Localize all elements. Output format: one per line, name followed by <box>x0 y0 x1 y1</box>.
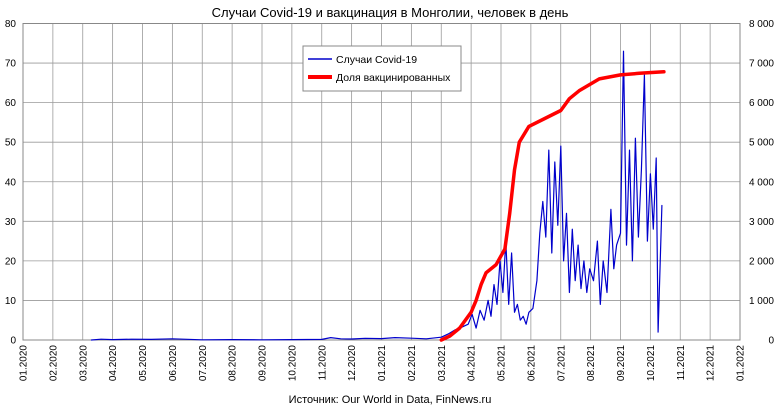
x-axis-tick-label: 06.2021 <box>526 345 537 382</box>
x-axis-tick-label: 05.2020 <box>138 345 149 382</box>
x-axis-tick-label: 04.2021 <box>467 345 478 382</box>
x-axis-tick-label: 03.2021 <box>437 345 448 382</box>
left-axis-tick-label: 30 <box>5 217 17 228</box>
right-axis-tick-label: 3 000 <box>749 217 774 228</box>
x-axis-tick-label: 11.2020 <box>317 345 328 381</box>
x-axis-tick-label: 01.2021 <box>377 345 388 382</box>
right-axis-tick-label: 8 000 <box>749 19 774 30</box>
right-axis-tick-label: 0 <box>768 336 774 347</box>
chart-title: Случаи Covid-19 и вакцинация в Монголии,… <box>212 5 569 20</box>
right-axis-tick-label: 2 000 <box>749 256 774 267</box>
x-axis-tick-label: 04.2020 <box>108 345 119 382</box>
x-axis-tick-label: 10.2021 <box>646 345 657 382</box>
x-axis-tick-label: 07.2020 <box>198 345 209 382</box>
x-axis-tick-label: 11.2021 <box>676 345 687 381</box>
left-axis-tick-label: 20 <box>5 256 17 267</box>
series-line-cases <box>90 50 663 341</box>
right-axis-tick-label: 4 000 <box>749 177 774 188</box>
x-axis-tick-label: 10.2020 <box>287 345 298 382</box>
left-axis-tick-label: 10 <box>5 296 17 307</box>
x-axis-tick-label: 12.2020 <box>347 345 358 382</box>
x-axis-tick-label: 06.2020 <box>168 345 179 382</box>
x-axis-tick-label: 02.2020 <box>48 345 59 382</box>
right-axis-tick-label: 6 000 <box>749 98 774 109</box>
x-axis-tick-label: 03.2020 <box>78 345 89 382</box>
x-axis-tick-label: 12.2021 <box>706 345 717 382</box>
left-axis-tick-label: 40 <box>5 177 17 188</box>
right-axis-tick-label: 1 000 <box>749 296 774 307</box>
left-axis-tick-label: 50 <box>5 138 17 149</box>
left-axis-tick-labels: 0 10 20 30 40 50 60 70 80 <box>5 19 17 347</box>
x-axis-tick-label: 01.2020 <box>19 345 30 382</box>
legend-box <box>302 45 462 92</box>
right-axis-tick-labels: 0 1 000 2 000 3 000 4 000 5 000 6 000 7 000 8 00… <box>749 19 774 347</box>
x-axis-tick-label: 08.2021 <box>586 345 597 382</box>
left-axis-tick-label: 70 <box>5 59 17 70</box>
legend: Случаи Covid-19 Доля вакцинированных <box>302 45 462 92</box>
x-axis-tick-label: 07.2021 <box>556 345 567 382</box>
x-axis-tick-label: 09.2021 <box>616 345 627 382</box>
x-axis-tick-label: 09.2020 <box>258 345 269 382</box>
left-axis-tick-label: 60 <box>5 98 17 109</box>
left-axis-tick-label: 80 <box>5 19 17 30</box>
series-line-vaccinated <box>439 70 666 342</box>
x-axis-tick-label: 08.2020 <box>228 345 239 382</box>
x-axis-tick-label: 01.2022 <box>736 345 747 382</box>
x-axis-tick-label: 05.2021 <box>497 345 508 382</box>
legend-label-vaccinated: Доля вакцинированных <box>336 72 451 84</box>
x-axis-tick-label: 02.2021 <box>407 345 418 382</box>
left-axis-tick-label: 0 <box>10 336 16 347</box>
right-axis-tick-label: 5 000 <box>749 138 774 149</box>
right-axis-tick-label: 7 000 <box>749 59 774 70</box>
source-note: Источник: Our World in Data, FinNews.ru <box>289 394 492 406</box>
series-layer <box>90 50 666 342</box>
plot-area-border <box>22 23 741 341</box>
legend-label-cases: Случаи Covid-19 <box>336 54 417 66</box>
x-axis-tick-labels: 01.2020 02.2020 03.2020 04.2020 05.2020 06.20… <box>19 345 747 382</box>
